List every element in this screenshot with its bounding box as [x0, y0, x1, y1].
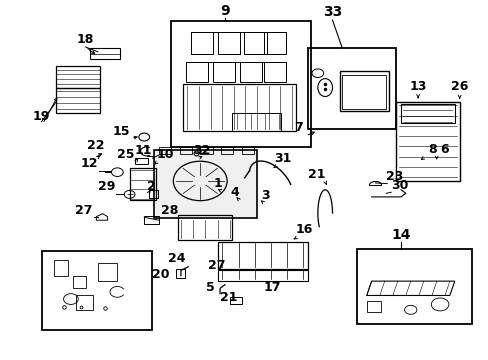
Text: 28: 28 [161, 204, 179, 217]
Bar [129, 168, 156, 201]
Text: 11: 11 [134, 144, 151, 157]
Text: 6: 6 [439, 143, 448, 156]
Bar [264, 32, 285, 54]
Bar [159, 147, 171, 154]
Text: 16: 16 [295, 223, 313, 236]
Bar [232, 113, 281, 131]
Bar [56, 87, 100, 113]
Bar [366, 301, 381, 312]
Text: 3: 3 [261, 189, 270, 202]
Bar [239, 63, 261, 82]
Text: 13: 13 [408, 80, 426, 93]
Text: 9: 9 [220, 4, 229, 18]
Bar [41, 251, 151, 329]
Bar [178, 215, 232, 240]
Bar [400, 104, 454, 123]
Bar [229, 297, 242, 305]
Text: 31: 31 [273, 152, 291, 165]
Text: 15: 15 [112, 125, 129, 138]
Text: 18: 18 [77, 33, 94, 46]
Bar [54, 260, 68, 276]
Text: 24: 24 [168, 252, 185, 265]
Bar [144, 216, 159, 224]
Bar [180, 147, 192, 154]
Text: 17: 17 [264, 281, 281, 294]
Text: 27: 27 [75, 204, 93, 217]
Text: 27: 27 [207, 259, 225, 272]
Text: 8: 8 [427, 143, 436, 156]
Text: 33: 33 [322, 5, 342, 19]
Bar [171, 21, 310, 147]
Bar [176, 269, 184, 278]
Text: 32: 32 [193, 144, 210, 157]
Bar [242, 147, 254, 154]
Text: 7: 7 [294, 121, 303, 134]
Bar [217, 242, 307, 269]
Bar [149, 190, 158, 198]
Text: 4: 4 [230, 186, 239, 199]
Text: 12: 12 [80, 157, 98, 170]
Text: 21: 21 [307, 168, 325, 181]
Bar [221, 147, 233, 154]
Bar [217, 270, 307, 281]
Text: 1: 1 [213, 177, 222, 190]
Text: 20: 20 [151, 268, 169, 281]
Bar [356, 249, 471, 324]
Text: 2: 2 [146, 180, 155, 193]
Bar [339, 71, 388, 111]
Text: 21: 21 [219, 292, 237, 305]
Bar [307, 48, 395, 129]
Bar [217, 32, 239, 54]
Bar [185, 63, 207, 82]
Bar [200, 147, 212, 154]
Text: 10: 10 [156, 148, 174, 161]
Bar [90, 48, 120, 59]
Text: 22: 22 [86, 139, 104, 152]
Text: 19: 19 [33, 111, 50, 123]
Bar [244, 32, 266, 54]
Text: 23: 23 [386, 170, 403, 183]
Bar [395, 102, 459, 181]
Text: 25: 25 [117, 148, 134, 161]
Text: 14: 14 [390, 228, 410, 242]
Bar [154, 150, 256, 219]
Bar [76, 296, 93, 310]
Bar [342, 75, 386, 109]
Bar [135, 158, 147, 163]
Bar [98, 263, 117, 281]
Text: 26: 26 [450, 80, 468, 93]
Text: 5: 5 [206, 281, 215, 294]
Bar [56, 66, 100, 87]
Bar [264, 63, 285, 82]
Bar [190, 32, 212, 54]
Bar [212, 63, 234, 82]
Bar [73, 276, 85, 288]
Text: 30: 30 [390, 179, 408, 192]
Text: 29: 29 [97, 180, 115, 193]
Bar [183, 84, 295, 131]
